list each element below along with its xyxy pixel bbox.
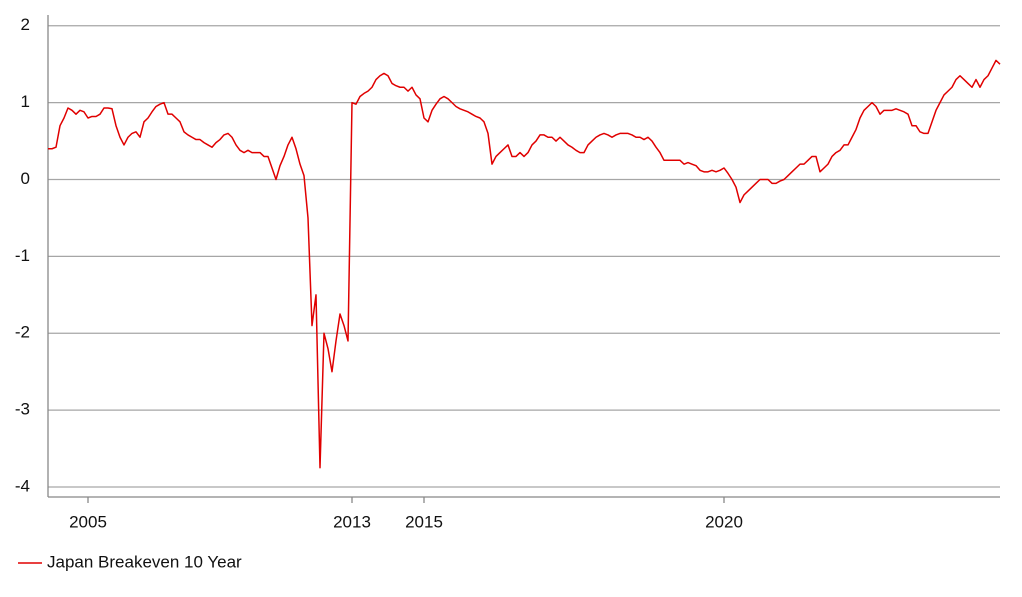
y-tick-label: 1 bbox=[21, 92, 30, 111]
y-tick-label: -2 bbox=[15, 323, 30, 342]
x-tick-label: 2013 bbox=[333, 512, 371, 531]
x-tick-label: 2015 bbox=[405, 512, 443, 531]
y-tick-label: 2 bbox=[21, 15, 30, 34]
x-tick-label: 2020 bbox=[705, 512, 743, 531]
line-series bbox=[48, 59, 1001, 469]
y-tick-label: -4 bbox=[15, 476, 30, 495]
y-tick-label: -3 bbox=[15, 400, 30, 419]
legend-label: Japan Breakeven 10 Year bbox=[47, 552, 242, 571]
y-tick-label: -1 bbox=[15, 246, 30, 265]
x-tick-label: 2005 bbox=[69, 512, 107, 531]
y-tick-label: 0 bbox=[21, 169, 30, 188]
